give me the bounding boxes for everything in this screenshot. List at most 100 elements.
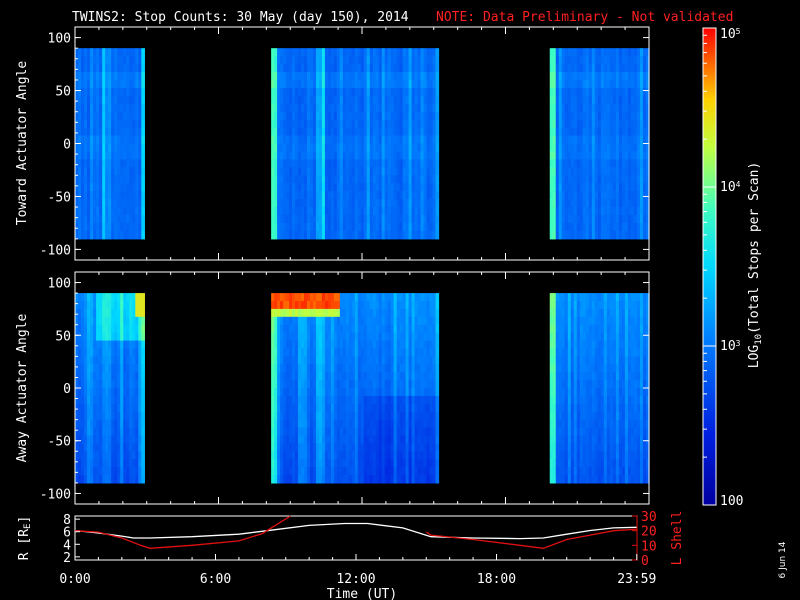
heatmap-cell (78, 56, 82, 65)
heatmap-cell (576, 467, 581, 476)
heatmap-cell (375, 395, 380, 405)
heatmap-cell (342, 119, 347, 129)
heatmap-cell (327, 301, 332, 310)
heatmap-cell (372, 348, 377, 357)
heatmap-cell (304, 435, 308, 444)
heatmap-cell (105, 127, 109, 137)
heatmap-cell (339, 48, 344, 57)
heatmap-cell (348, 159, 353, 168)
heatmap-cell (309, 419, 314, 429)
heatmap-cell (342, 167, 347, 176)
heatmap-cell (579, 459, 584, 468)
heatmap-cell (298, 64, 302, 73)
heatmap-cell (295, 151, 299, 160)
heatmap-cell (357, 167, 362, 176)
heatmap-cell (96, 435, 100, 444)
heatmap-cell (561, 340, 566, 350)
heatmap-cell (274, 151, 278, 160)
heatmap-cell (399, 308, 404, 318)
heatmap-cell (123, 427, 127, 437)
heatmap-cell (132, 79, 136, 89)
heatmap-cell (309, 301, 314, 310)
heatmap-cell (306, 167, 311, 176)
heatmap-cell (585, 411, 590, 421)
heatmap-cell (399, 395, 404, 405)
heatmap-cell (138, 175, 142, 184)
heatmap-cell (369, 356, 374, 365)
heatmap-cell (96, 175, 100, 184)
heatmap-cell (393, 199, 398, 208)
heatmap-cell (111, 364, 115, 373)
heatmap-cell (283, 372, 287, 381)
heatmap-cell (304, 87, 308, 97)
heatmap-cell (339, 403, 344, 413)
heatmap-cell (396, 332, 401, 342)
heatmap-cell (339, 308, 344, 318)
heatmap-cell (561, 79, 566, 89)
heatmap-cell (351, 348, 356, 357)
heatmap-cell (123, 230, 127, 240)
heatmap-cell (295, 395, 299, 405)
heatmap-cell (582, 419, 587, 429)
heatmap-cell (283, 143, 287, 153)
heatmap-cell (330, 324, 335, 334)
heatmap-cell (132, 411, 136, 421)
heatmap-cell (624, 159, 629, 168)
heatmap-cell (108, 467, 112, 476)
heatmap-cell (573, 356, 578, 365)
heatmap-cell (87, 316, 91, 326)
heatmap-cell (645, 207, 650, 216)
heatmap-cell (579, 388, 584, 397)
heatmap-cell (615, 48, 620, 57)
heatmap-cell (108, 207, 112, 216)
heatmap-cell (114, 411, 118, 421)
heatmap-cell (280, 395, 284, 405)
heatmap-cell (597, 56, 602, 65)
heatmap-cell (283, 475, 287, 484)
heatmap-cell (618, 199, 623, 208)
heatmap-cell (570, 301, 575, 310)
heatmap-cell (120, 95, 124, 105)
heatmap-cell (645, 167, 650, 176)
heatmap-cell (414, 301, 419, 310)
heatmap-cell (345, 48, 350, 57)
heatmap-cell (633, 111, 638, 121)
heatmap-cell (117, 419, 121, 429)
heatmap-cell (633, 79, 638, 89)
heatmap-cell (321, 403, 326, 413)
heatmap-cell (411, 87, 416, 97)
heatmap-cell (348, 183, 353, 192)
heatmap-cell (642, 143, 647, 153)
heatmap-cell (369, 183, 374, 192)
heatmap-cell (138, 79, 142, 89)
heatmap-cell (609, 72, 614, 81)
heatmap-cell (558, 332, 563, 342)
heatmap-cell (561, 56, 566, 65)
heatmap-cell (417, 191, 422, 200)
heatmap-cell (271, 301, 275, 310)
heatmap-cell (78, 308, 82, 318)
heatmap-cell (567, 167, 572, 176)
heatmap-cell (120, 48, 124, 57)
heatmap-cell (378, 87, 383, 97)
heatmap-cell (423, 403, 428, 413)
heatmap-cell (357, 183, 362, 192)
heatmap-cell (84, 167, 88, 176)
heatmap-cell (558, 427, 563, 437)
heatmap-cell (417, 435, 422, 444)
heatmap-cell (333, 332, 338, 342)
heatmap-cell (78, 451, 82, 460)
heatmap-cell (402, 443, 407, 452)
heatmap-cell (555, 175, 560, 184)
heatmap-cell (336, 364, 341, 373)
heatmap-cell (642, 103, 647, 113)
heatmap-cell (84, 222, 88, 232)
heatmap-cell (117, 222, 121, 232)
heatmap-cell (360, 79, 365, 89)
heatmap-cell (330, 79, 335, 89)
heatmap-cell (292, 324, 296, 334)
heatmap-cell (301, 308, 305, 318)
heatmap-cell (567, 459, 572, 468)
heatmap-cell (129, 356, 133, 365)
heatmap-cell (378, 175, 383, 184)
